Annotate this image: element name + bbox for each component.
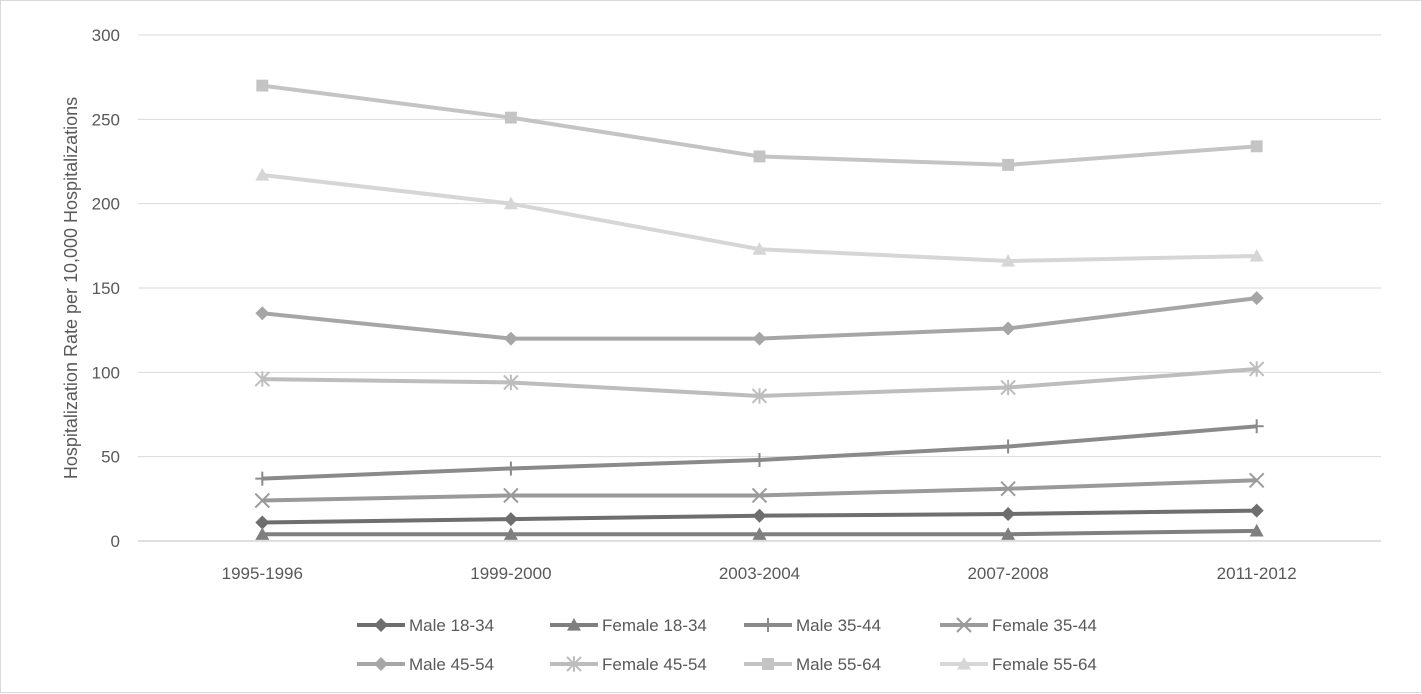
data-point <box>503 487 519 504</box>
data-point <box>503 527 518 540</box>
legend-label: Female 55-64 <box>992 655 1097 674</box>
legend-entry: Male 55-64 <box>744 655 881 674</box>
y-tick-label: 50 <box>101 448 120 467</box>
legend: Male 18-34 Female 18-34 Male 35-44 Female 3… <box>357 616 1097 674</box>
data-point <box>752 331 767 346</box>
data-point <box>503 196 518 210</box>
data-point <box>254 371 271 387</box>
data-point <box>255 306 270 321</box>
data-point <box>1248 472 1265 488</box>
legend-entry: Male 18-34 <box>357 616 494 635</box>
legend-entry: Male 35-44 <box>744 616 881 635</box>
y-tick-label: 300 <box>92 26 120 45</box>
y-tick-label: 100 <box>92 363 120 382</box>
data-point <box>255 167 270 181</box>
legend-entry: Female 55-64 <box>940 655 1097 674</box>
data-point <box>753 150 766 163</box>
y-axis: 0 50 100 150 200 250 300 <box>92 26 120 551</box>
data-point <box>956 617 972 633</box>
data-point <box>503 331 518 346</box>
x-tick-label: 1999-2000 <box>470 564 551 583</box>
y-axis-title: Hospitalization Rate per 10,000 Hospital… <box>61 97 81 479</box>
data-point <box>1001 321 1016 336</box>
data-point <box>374 618 388 632</box>
data-point <box>254 492 271 509</box>
data-point <box>567 618 581 631</box>
legend-label: Female 35-44 <box>992 616 1097 635</box>
data-point <box>957 657 971 670</box>
legend-label: Male 35-44 <box>796 616 881 635</box>
series-female-18-34 <box>255 523 1264 540</box>
series-female-55-64 <box>255 167 1264 267</box>
series-male-55-64 <box>256 79 1263 171</box>
data-point <box>1000 481 1016 497</box>
data-point <box>256 79 269 92</box>
series-male-35-44 <box>255 419 1264 486</box>
data-point <box>503 512 518 527</box>
data-point <box>1249 248 1264 262</box>
data-point <box>1000 379 1016 396</box>
gridlines <box>138 34 1381 542</box>
data-point <box>504 111 517 124</box>
legend-entry: Female 35-44 <box>940 616 1097 635</box>
data-point <box>1001 439 1016 454</box>
legend-label: Male 45-54 <box>409 655 494 674</box>
data-point <box>752 453 767 468</box>
data-point <box>1249 419 1264 434</box>
data-point <box>255 527 270 540</box>
data-point <box>503 374 519 391</box>
y-tick-label: 200 <box>92 195 120 214</box>
data-point <box>1001 507 1016 522</box>
data-point <box>1002 158 1015 171</box>
data-point <box>1248 361 1265 377</box>
data-point <box>1001 527 1016 540</box>
data-point <box>255 471 270 486</box>
series-line <box>262 424 1257 481</box>
data-point <box>1249 523 1264 537</box>
legend-entry: Male 45-54 <box>357 655 494 674</box>
data-point <box>1250 140 1263 153</box>
y-tick-label: 250 <box>92 110 120 129</box>
legend-entry: Female 18-34 <box>550 616 707 635</box>
series-female-35-44 <box>254 472 1265 509</box>
data-point <box>374 657 388 671</box>
legend-entry: Female 45-54 <box>550 655 707 674</box>
legend-label: Female 18-34 <box>602 616 707 635</box>
data-point <box>752 527 767 540</box>
legend-label: Male 55-64 <box>796 655 881 674</box>
data-point <box>1249 291 1264 306</box>
data-point <box>752 508 767 523</box>
x-tick-label: 2007-2008 <box>967 564 1048 583</box>
data-point <box>566 656 582 672</box>
y-tick-label: 0 <box>111 532 120 551</box>
data-point <box>1249 503 1264 518</box>
x-tick-label: 1995-1996 <box>222 564 303 583</box>
data-point <box>1001 254 1016 267</box>
data-point <box>503 461 518 476</box>
series-female-45-54 <box>254 361 1265 404</box>
x-axis: 1995-1996 1999-2000 2003-2004 2007-2008 2011… <box>222 564 1297 583</box>
data-point <box>255 515 270 530</box>
series-male-45-54 <box>255 291 1264 346</box>
series-line <box>262 478 1257 503</box>
series-lines <box>254 79 1265 540</box>
x-tick-label: 2011-2012 <box>1217 564 1297 583</box>
data-point <box>761 618 775 632</box>
data-point <box>751 388 768 404</box>
x-tick-label: 2003-2004 <box>719 564 800 583</box>
data-point <box>751 487 768 504</box>
y-tick-label: 150 <box>92 279 120 298</box>
data-point <box>752 242 767 255</box>
legend-label: Female 45-54 <box>602 655 707 674</box>
data-point <box>762 658 774 670</box>
legend-label: Male 18-34 <box>409 616 494 635</box>
series-male-18-34 <box>255 503 1264 530</box>
